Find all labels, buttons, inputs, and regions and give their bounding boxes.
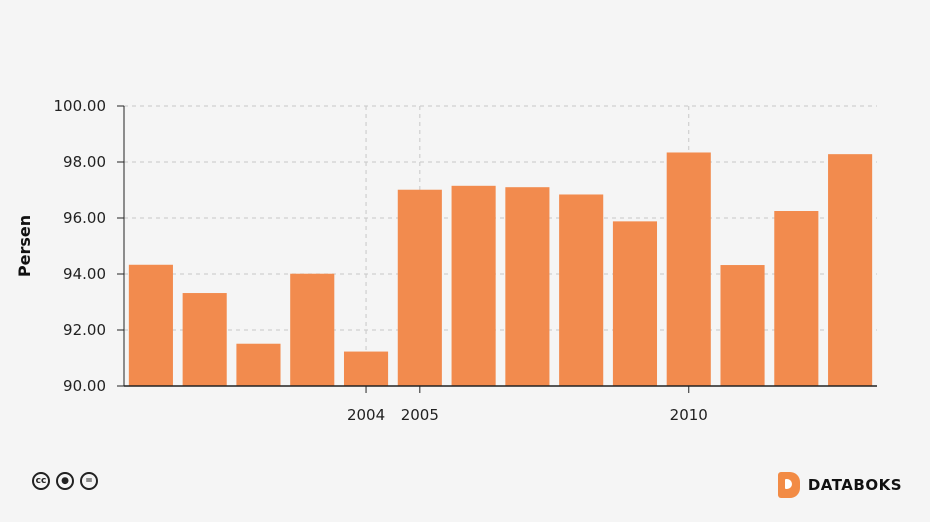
bars [128, 152, 873, 386]
bar-2011[interactable] [720, 265, 765, 386]
bar-2006[interactable] [451, 185, 496, 386]
bar-2007[interactable] [505, 187, 550, 386]
y-axis-label: Persen [15, 215, 34, 277]
brand-logo: DATABOKS [777, 472, 902, 498]
bar-2000[interactable] [128, 264, 173, 386]
x-tick-label: 2005 [401, 406, 439, 424]
bar-2012[interactable] [774, 211, 819, 386]
bar-2010[interactable] [666, 152, 711, 386]
bar-2002[interactable] [236, 343, 281, 386]
y-tick-label: 100.00 [54, 97, 107, 115]
nd-icon: = [80, 472, 98, 490]
y-tick-label: 98.00 [63, 153, 106, 171]
license-icons: cc ● = [32, 472, 98, 490]
y-tick-label: 96.00 [63, 209, 106, 227]
databoks-logo-icon [777, 472, 800, 498]
bar-2009[interactable] [612, 221, 658, 386]
by-icon: ● [56, 472, 74, 490]
bar-2005[interactable] [397, 189, 442, 386]
bar-2008[interactable] [559, 194, 604, 386]
x-tick-labels: 2004 2005 2010 [347, 406, 708, 424]
x-tick-label: 2004 [347, 406, 385, 424]
axes [117, 105, 877, 393]
y-tick-label: 90.00 [63, 377, 106, 395]
y-tick-label: 94.00 [63, 265, 106, 283]
y-tick-labels: 90.00 92.00 94.00 96.00 98.00 100.00 [54, 97, 107, 395]
brand-name: DATABOKS [807, 476, 902, 494]
bar-2004[interactable] [343, 351, 389, 386]
y-tick-label: 92.00 [63, 321, 106, 339]
cc-icon: cc [32, 472, 50, 490]
bar-2013[interactable] [828, 154, 873, 386]
bar-2003[interactable] [290, 273, 335, 386]
bar-2001[interactable] [182, 293, 227, 386]
x-tick-label: 2010 [670, 406, 708, 424]
